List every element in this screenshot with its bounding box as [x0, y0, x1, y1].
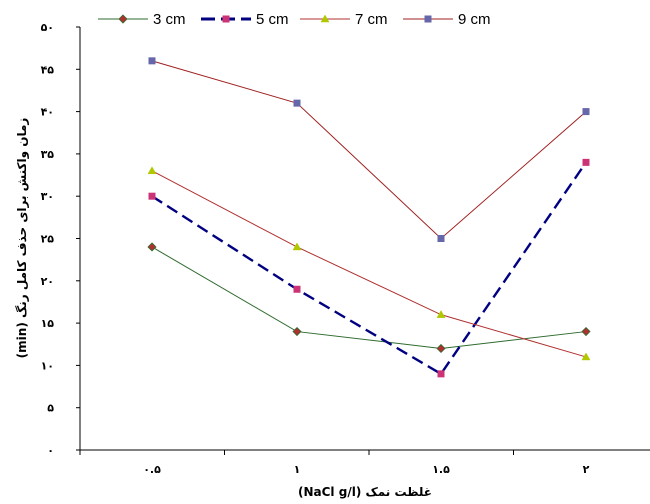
legend-item: 9 cm	[403, 11, 491, 28]
data-point-marker	[581, 326, 591, 337]
y-tick-label: ۴۰	[41, 106, 54, 119]
series-3-cm	[147, 242, 591, 354]
data-point-marker	[436, 310, 446, 318]
legend-marker	[424, 15, 432, 23]
y-tick-label: ۲۵	[41, 233, 55, 246]
data-point-marker	[148, 57, 156, 65]
data-point-marker	[436, 343, 446, 354]
data-point-marker	[437, 370, 445, 378]
legend-marker	[320, 14, 330, 23]
legend-label: 5 cm	[256, 11, 289, 28]
x-tick-label: ۰.۵	[143, 463, 161, 476]
y-tick-label: ۱۰	[41, 359, 54, 372]
data-point-marker	[293, 99, 301, 107]
x-tick-label: ۲	[583, 463, 590, 476]
y-tick-label: ۰	[47, 444, 54, 457]
legend-item: 7 cm	[300, 11, 388, 28]
data-point-marker	[148, 192, 156, 200]
y-tick-label: ۱۵	[41, 317, 55, 330]
data-point-marker	[147, 166, 157, 175]
y-tick-label: ۳۵	[41, 148, 55, 161]
x-axis-title: غلظت نمک (NaCl g/l)	[298, 485, 432, 499]
data-point-marker	[582, 158, 590, 166]
y-tick-label: ۴۵	[41, 63, 55, 76]
x-tick-label: ۱	[294, 463, 301, 476]
legend-label: 9 cm	[458, 11, 491, 28]
axes	[79, 27, 650, 451]
y-tick-label: ۵۰	[41, 21, 54, 34]
series-5-cm	[148, 158, 590, 378]
x-tick-label: ۱.۵	[432, 463, 450, 476]
series-line	[151, 60, 587, 240]
legend-marker	[118, 14, 128, 24]
legend-label: 3 cm	[153, 11, 186, 28]
data-point-marker	[147, 242, 157, 252]
series-line	[151, 170, 587, 358]
y-tick-label: ۳۰	[41, 190, 54, 203]
y-tick-label: ۵	[47, 402, 54, 415]
x-ticks: ۰.۵ ۱ ۱.۵ ۲	[79, 450, 590, 476]
series-7-cm	[147, 166, 591, 361]
data-point-marker	[582, 108, 590, 116]
series-9-cm	[148, 57, 590, 242]
y-tick-label: ۲۰	[41, 275, 54, 288]
data-point-marker	[437, 235, 445, 242]
data-point-marker	[292, 326, 302, 337]
y-ticks: ۰ ۵ ۱۰ ۱۵ ۲۰ ۲۵ ۳۰ ۳۵ ۴۰ ۴۵ ۵۰	[41, 21, 80, 457]
legend-item: 3 cm	[98, 11, 186, 28]
legend: 3 cm 5 cm 7 cm 9 cm	[98, 11, 491, 28]
data-point-marker	[293, 285, 301, 293]
series-line	[151, 246, 587, 349]
legend-label: 7 cm	[355, 11, 388, 28]
legend-item: 5 cm	[201, 11, 289, 28]
data-point-marker	[292, 242, 302, 251]
legend-marker	[222, 15, 230, 23]
y-axis-title: زمان واکنش برای حذف کامل رنگ (min)	[15, 118, 30, 359]
series-group	[147, 57, 591, 378]
data-point-marker	[581, 352, 591, 361]
series-line	[151, 161, 587, 376]
